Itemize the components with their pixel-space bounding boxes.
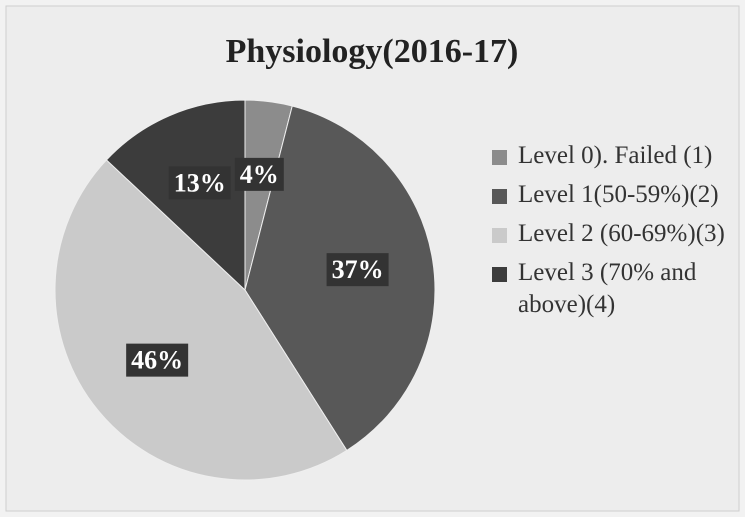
data-label-box bbox=[234, 157, 284, 191]
data-label: 4% bbox=[240, 160, 279, 189]
legend-swatch bbox=[492, 189, 507, 204]
legend-label: Level 3 (70% and above)(4) bbox=[518, 259, 697, 318]
legend-label: Level 1(50-59%)(2) bbox=[518, 181, 719, 208]
data-label-group: 37% bbox=[326, 253, 389, 287]
legend-item: Level 0). Failed (1) bbox=[492, 140, 727, 172]
legend-swatch bbox=[492, 228, 507, 243]
data-label: 37% bbox=[332, 255, 384, 284]
legend-swatch bbox=[492, 150, 507, 165]
legend-item: Level 1(50-59%)(2) bbox=[492, 179, 727, 211]
data-label-group: 46% bbox=[126, 343, 189, 377]
data-label-group: 4% bbox=[234, 157, 284, 191]
data-label-group: 13% bbox=[168, 166, 231, 200]
pie-slice bbox=[54, 159, 348, 481]
data-label: 46% bbox=[131, 346, 183, 375]
legend: Level 0). Failed (1) Level 1(50-59%)(2) Le… bbox=[492, 140, 727, 328]
data-label: 13% bbox=[174, 168, 226, 197]
legend-item: Level 2 (60-69%)(3) bbox=[492, 218, 727, 250]
legend-label: Level 0). Failed (1) bbox=[518, 142, 713, 169]
data-label-box bbox=[168, 166, 231, 200]
legend-item: Level 3 (70% and above)(4) bbox=[492, 257, 727, 321]
legend-label: Level 2 (60-69%)(3) bbox=[518, 220, 725, 247]
data-label-box bbox=[326, 253, 389, 287]
data-label-box bbox=[126, 343, 189, 377]
legend-swatch bbox=[492, 267, 507, 282]
chart-title: Physiology(2016-17) bbox=[226, 33, 519, 70]
